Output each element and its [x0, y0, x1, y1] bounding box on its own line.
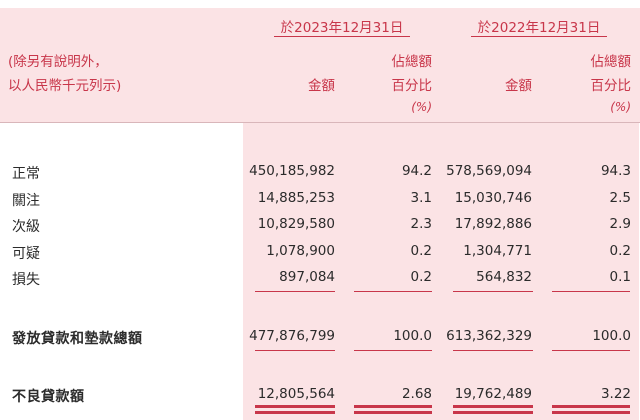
subtotal-underline — [552, 291, 630, 292]
total-underline — [255, 350, 335, 351]
double-underline — [453, 405, 533, 408]
pct-2023: 0.2 — [410, 269, 432, 285]
total-amount-2022: 613,362,329 — [446, 328, 532, 344]
total-pct-2023: 100.0 — [393, 328, 432, 344]
double-underline — [255, 411, 335, 414]
pct-2022: 2.5 — [609, 190, 631, 206]
pct-2023: 2.3 — [410, 216, 432, 232]
amount-2023: 14,885,253 — [257, 190, 335, 206]
pct-unit-2023: (%) — [411, 100, 432, 114]
pct-header-2023-line2: 百分比 — [391, 78, 433, 94]
column-background-2023 — [243, 122, 441, 420]
pct-2023: 3.1 — [410, 190, 432, 206]
column-background-2022 — [441, 122, 639, 420]
total-underline — [453, 350, 533, 351]
amount-2022: 17,892,886 — [454, 216, 532, 232]
pct-unit-2022: (%) — [610, 100, 631, 114]
row-label: 次級 — [12, 219, 40, 235]
amount-2023: 897,084 — [279, 269, 335, 285]
npl-label: 不良貸款額 — [12, 389, 85, 405]
total-underline — [354, 350, 432, 351]
header-background — [0, 8, 640, 122]
amount-header-2023: 金額 — [308, 78, 335, 94]
pct-2022: 0.2 — [609, 243, 631, 259]
pct-2023: 0.2 — [410, 243, 432, 259]
row-label: 損失 — [12, 272, 40, 288]
row-label: 正常 — [12, 166, 40, 182]
amount-2023: 1,078,900 — [266, 243, 335, 259]
period-header-2022: 於2022年12月31日 — [477, 20, 601, 36]
amount-2022: 15,030,746 — [454, 190, 532, 206]
note-line-1: (除另有說明外， — [8, 54, 108, 70]
total-label: 發放貸款和墊款總額 — [12, 331, 143, 347]
subtotal-underline — [453, 291, 533, 292]
amount-2022: 1,304,771 — [463, 243, 532, 259]
double-underline — [552, 405, 630, 408]
period-underline-2022 — [471, 36, 607, 37]
pct-header-2022-line1: 佔總額 — [590, 54, 632, 70]
row-label: 可疑 — [12, 246, 40, 262]
double-underline — [552, 411, 630, 414]
header-divider — [0, 122, 640, 123]
double-underline — [453, 411, 533, 414]
total-amount-2023: 477,876,799 — [249, 328, 335, 344]
total-pct-2022: 100.0 — [592, 328, 631, 344]
pct-2023: 94.2 — [401, 163, 432, 179]
double-underline — [354, 411, 432, 414]
total-underline — [552, 350, 630, 351]
period-header-2023: 於2023年12月31日 — [280, 20, 404, 36]
double-underline — [255, 405, 335, 408]
pct-header-2023-line1: 佔總額 — [391, 54, 433, 70]
note-line-2: 以人民幣千元列示) — [8, 78, 122, 94]
amount-header-2022: 金額 — [505, 78, 532, 94]
amount-2022: 564,832 — [476, 269, 532, 285]
pct-header-2022-line2: 百分比 — [590, 78, 632, 94]
pct-2022: 0.1 — [609, 269, 631, 285]
amount-2022: 578,569,094 — [446, 163, 532, 179]
npl-pct-2023: 2.68 — [401, 386, 432, 402]
amount-2023: 10,829,580 — [257, 216, 335, 232]
npl-pct-2022: 3.22 — [600, 386, 631, 402]
pct-2022: 2.9 — [609, 216, 631, 232]
row-label: 關注 — [12, 193, 40, 209]
subtotal-underline — [354, 291, 432, 292]
pct-2022: 94.3 — [600, 163, 631, 179]
npl-amount-2023: 12,805,564 — [257, 386, 335, 402]
period-underline-2023 — [274, 36, 410, 37]
amount-2023: 450,185,982 — [249, 163, 335, 179]
subtotal-underline — [255, 291, 335, 292]
double-underline — [354, 405, 432, 408]
npl-amount-2022: 19,762,489 — [454, 386, 532, 402]
